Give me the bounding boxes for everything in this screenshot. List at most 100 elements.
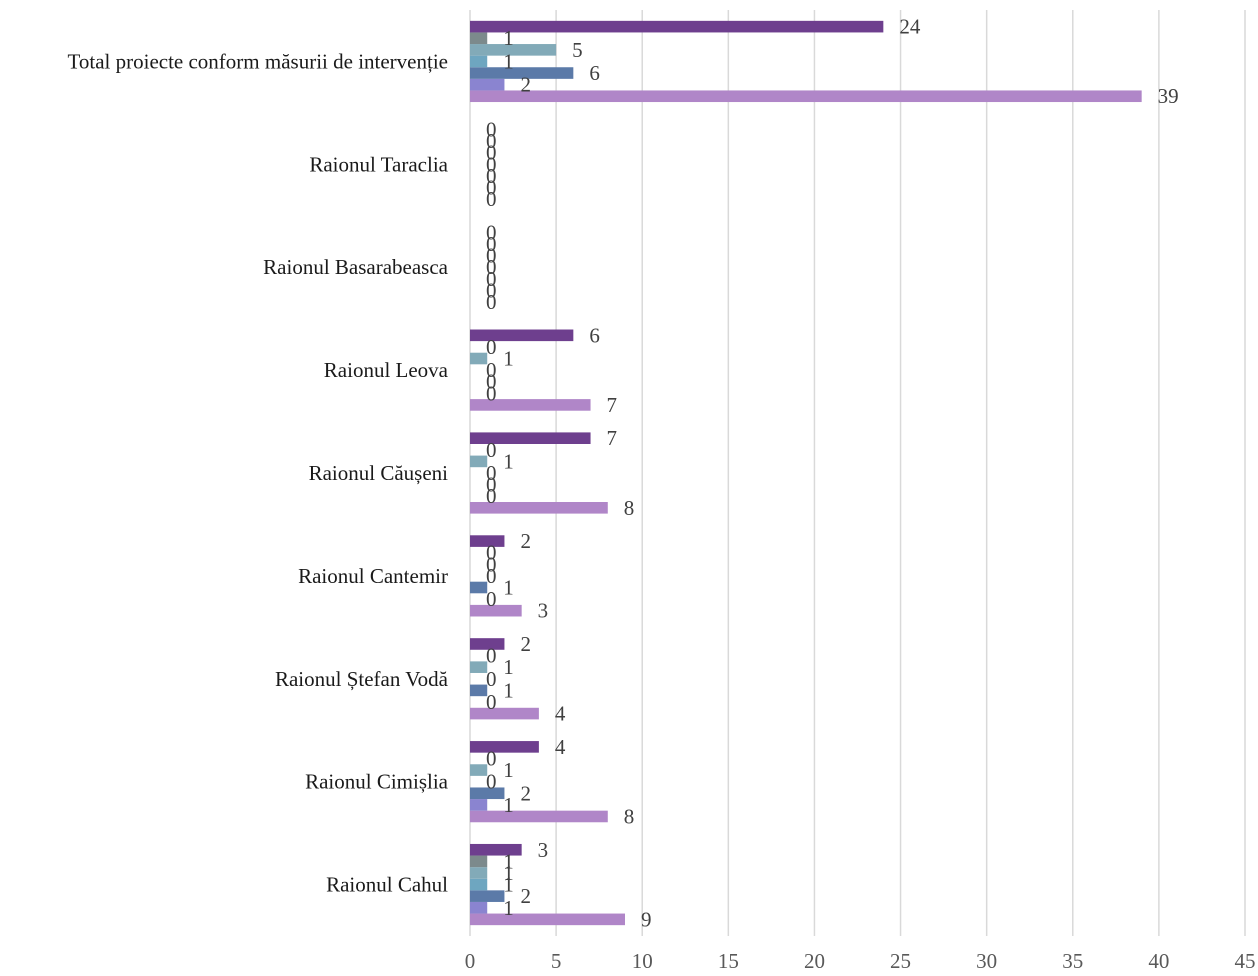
data-label: 0 bbox=[486, 164, 497, 188]
data-label: 0 bbox=[486, 335, 497, 359]
x-tick-label: 15 bbox=[718, 949, 739, 973]
data-label: 0 bbox=[486, 176, 497, 200]
data-label: 0 bbox=[486, 473, 497, 497]
category-label: Raionul Căușeni bbox=[309, 461, 449, 485]
data-label: 2 bbox=[520, 781, 531, 805]
data-label: 0 bbox=[486, 255, 497, 279]
data-label: 8 bbox=[624, 804, 635, 828]
bar bbox=[470, 764, 488, 776]
bar bbox=[470, 399, 591, 411]
x-axis-ticks: 0 5 10 15 20 25 30 35 40 45 bbox=[465, 949, 1256, 973]
bar bbox=[470, 661, 488, 673]
category-label: Total proiecte conform măsurii de interv… bbox=[68, 49, 448, 73]
bar bbox=[470, 638, 505, 650]
data-label: 0 bbox=[486, 587, 497, 611]
data-label: 1 bbox=[503, 678, 514, 702]
x-tick-label: 20 bbox=[804, 949, 825, 973]
category-labels: Raionul Cahul Raionul Cimișlia Raionul Ște… bbox=[68, 49, 449, 896]
bar bbox=[470, 901, 488, 914]
data-label: 0 bbox=[486, 141, 497, 165]
data-label: 0 bbox=[486, 746, 497, 770]
category-label: Raionul Cahul bbox=[326, 873, 448, 897]
bar bbox=[470, 799, 488, 811]
data-label: 24 bbox=[899, 15, 921, 39]
data-label: 2 bbox=[520, 73, 531, 97]
bar bbox=[470, 810, 608, 823]
data-label: 4 bbox=[555, 735, 566, 759]
data-label: 4 bbox=[555, 702, 566, 726]
bar bbox=[470, 55, 488, 68]
data-label: 0 bbox=[486, 129, 497, 153]
data-label: 7 bbox=[607, 426, 618, 450]
x-tick-label: 5 bbox=[551, 949, 562, 973]
data-label: 0 bbox=[486, 152, 497, 176]
data-label: 2 bbox=[520, 884, 531, 908]
data-label: 0 bbox=[486, 690, 497, 714]
data-label: 0 bbox=[486, 232, 497, 256]
bar bbox=[470, 352, 488, 365]
x-tick-label: 45 bbox=[1235, 949, 1256, 973]
data-label: 0 bbox=[486, 187, 497, 211]
data-label: 0 bbox=[486, 381, 497, 405]
bar bbox=[470, 684, 488, 697]
bar bbox=[470, 20, 884, 33]
data-label: 1 bbox=[503, 849, 514, 873]
data-label: 2 bbox=[520, 529, 531, 553]
bar bbox=[470, 741, 539, 753]
category-label: Raionul Taraclia bbox=[309, 152, 448, 176]
bar bbox=[470, 90, 1142, 103]
data-label: 0 bbox=[486, 667, 497, 691]
bar bbox=[470, 535, 505, 547]
x-tick-label: 35 bbox=[1062, 949, 1083, 973]
data-label: 1 bbox=[503, 896, 514, 920]
gridlines bbox=[469, 10, 1246, 936]
data-label: 5 bbox=[572, 38, 583, 62]
category-label: Raionul Basarabeasca bbox=[263, 255, 449, 279]
x-tick-label: 10 bbox=[632, 949, 653, 973]
x-tick-label: 25 bbox=[890, 949, 911, 973]
data-label: 6 bbox=[589, 61, 600, 85]
data-label: 7 bbox=[607, 393, 618, 417]
data-label: 1 bbox=[503, 449, 514, 473]
x-tick-label: 0 bbox=[465, 949, 476, 973]
data-label: 1 bbox=[503, 49, 514, 73]
bar bbox=[470, 78, 505, 91]
data-label: 0 bbox=[486, 438, 497, 462]
data-label: 0 bbox=[486, 267, 497, 291]
x-tick-label: 30 bbox=[976, 949, 997, 973]
bar bbox=[470, 432, 591, 444]
data-label: 8 bbox=[624, 496, 635, 520]
data-label: 0 bbox=[486, 552, 497, 576]
data-label: 0 bbox=[486, 244, 497, 268]
data-label: 1 bbox=[503, 873, 514, 897]
bar bbox=[470, 707, 539, 720]
data-label: 0 bbox=[486, 290, 497, 314]
data-label: 0 bbox=[486, 278, 497, 302]
data-label: 39 bbox=[1158, 84, 1179, 108]
data-label: 1 bbox=[503, 575, 514, 599]
bar bbox=[470, 878, 488, 891]
data-label: 0 bbox=[486, 118, 497, 142]
data-label: 1 bbox=[503, 655, 514, 679]
bar bbox=[470, 32, 488, 45]
data-label: 1 bbox=[503, 793, 514, 817]
data-label: 0 bbox=[486, 541, 497, 565]
data-label: 1 bbox=[503, 347, 514, 371]
data-label: 0 bbox=[486, 484, 497, 508]
x-tick-label: 40 bbox=[1148, 949, 1169, 973]
data-label: 2 bbox=[520, 632, 531, 656]
data-label: 1 bbox=[503, 758, 514, 782]
data-label: 0 bbox=[486, 770, 497, 794]
bar bbox=[470, 581, 488, 594]
data-label: 0 bbox=[486, 370, 497, 394]
category-label: Raionul Cantemir bbox=[298, 564, 448, 588]
data-label: 0 bbox=[486, 564, 497, 588]
data-label: 0 bbox=[486, 220, 497, 244]
bar bbox=[470, 913, 625, 926]
data-label: 3 bbox=[538, 599, 549, 623]
bar bbox=[470, 855, 488, 868]
bar bbox=[470, 843, 522, 856]
data-label: 6 bbox=[589, 323, 600, 347]
